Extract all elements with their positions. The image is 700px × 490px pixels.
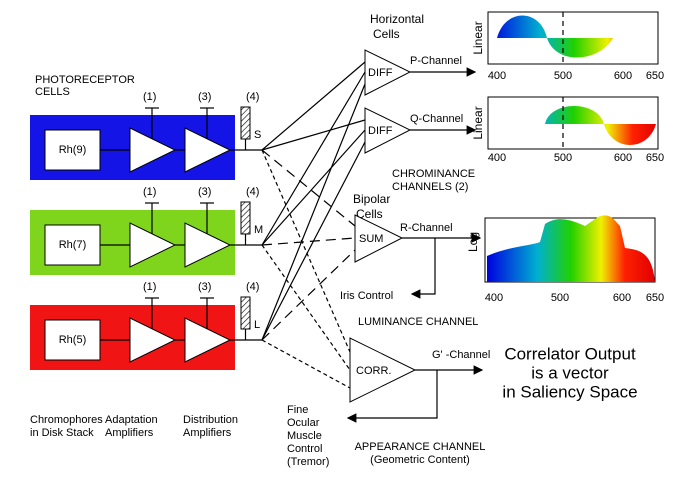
- label: Amplifiers: [105, 427, 154, 439]
- label: Bipolar: [353, 192, 390, 206]
- label: Cells: [356, 207, 383, 221]
- tick-label: 650: [646, 292, 664, 304]
- label: Amplifiers: [183, 427, 232, 439]
- label: LUMINANCE CHANNEL: [358, 316, 478, 328]
- label: in Disk Stack: [30, 427, 94, 439]
- tick-label: 600: [614, 152, 632, 164]
- label: (1): [143, 91, 156, 103]
- label: Control: [287, 443, 322, 455]
- label: CELLS: [35, 86, 70, 98]
- label: Fine: [287, 404, 308, 416]
- tick-label: 600: [613, 292, 631, 304]
- label: Q-Channel: [410, 113, 463, 125]
- label: in Saliency Space: [502, 382, 637, 401]
- resistor: [240, 296, 251, 330]
- label: (3): [198, 186, 211, 198]
- tick-label: 600: [614, 70, 632, 82]
- corr-amp: [349, 337, 417, 403]
- sum-amp: [354, 214, 404, 263]
- label: Adaptation: [105, 414, 158, 426]
- arrow: [346, 370, 438, 423]
- label: (4): [246, 186, 259, 198]
- connection: [261, 149, 351, 353]
- tick-label: 650: [646, 152, 664, 164]
- connection: [261, 119, 366, 151]
- label: M: [254, 224, 263, 236]
- label: Iris Control: [340, 290, 393, 302]
- label: PHOTORECEPTOR: [35, 74, 135, 86]
- pigment-box: [44, 319, 101, 361]
- pigment-box: [44, 224, 101, 266]
- connection: [261, 129, 366, 246]
- tick-label: 400: [488, 70, 506, 82]
- label: (4): [246, 91, 259, 103]
- label: Distribution: [183, 414, 238, 426]
- tick-label: 400: [488, 152, 506, 164]
- plot: [484, 215, 656, 283]
- tick-label: 400: [485, 292, 503, 304]
- label: (Geometric Content): [370, 454, 470, 466]
- connection: [261, 237, 356, 246]
- connection: [261, 339, 351, 389]
- label: is a vector: [531, 363, 609, 382]
- tick-label: 500: [554, 152, 572, 164]
- plot: [487, 11, 659, 65]
- tick-label: 500: [554, 70, 572, 82]
- label: Rh(7): [59, 239, 87, 251]
- label: Correlator Output: [504, 344, 636, 363]
- label: (3): [198, 91, 211, 103]
- connection: [261, 244, 351, 371]
- label: R-Channel: [400, 222, 453, 234]
- label: Chromophores: [30, 414, 103, 426]
- label: CHROMINANCE: [392, 168, 475, 180]
- resistor: [240, 106, 251, 140]
- label: SUM: [359, 233, 383, 245]
- resistor: [240, 201, 251, 235]
- label: Horizontal: [370, 12, 424, 26]
- connection: [261, 83, 366, 341]
- connection: [261, 249, 356, 341]
- connection: [261, 141, 366, 341]
- label: S: [254, 129, 261, 141]
- label: P-Channel: [410, 55, 462, 67]
- label: (3): [198, 281, 211, 293]
- connection: [261, 61, 366, 151]
- tick-label: 500: [551, 292, 569, 304]
- connection: [261, 149, 356, 227]
- label: Cells: [373, 27, 400, 41]
- label: APPEARANCE CHANNEL: [355, 441, 486, 453]
- axis-label: Linear: [471, 21, 485, 54]
- connection: [261, 71, 366, 246]
- label: (4): [246, 281, 259, 293]
- label: Rh(9): [59, 144, 87, 156]
- arrow: [410, 238, 436, 299]
- label: DIFF: [368, 67, 393, 79]
- tick-label: 650: [646, 70, 664, 82]
- label: DIFF: [368, 125, 393, 137]
- label: (1): [143, 281, 156, 293]
- label: CHANNELS (2): [392, 181, 468, 193]
- label: Ocular: [287, 417, 320, 429]
- axis-label: Log: [466, 232, 480, 252]
- label: (1): [143, 186, 156, 198]
- label: (Tremor): [287, 456, 329, 468]
- label: G' -Channel: [432, 349, 490, 361]
- label: Muscle: [287, 430, 322, 442]
- pigment-box: [44, 129, 101, 171]
- label: Rh(5): [59, 334, 87, 346]
- plot: [487, 96, 659, 150]
- axis-label: Linear: [471, 106, 485, 139]
- label: L: [254, 319, 260, 331]
- label: CORR.: [356, 365, 391, 377]
